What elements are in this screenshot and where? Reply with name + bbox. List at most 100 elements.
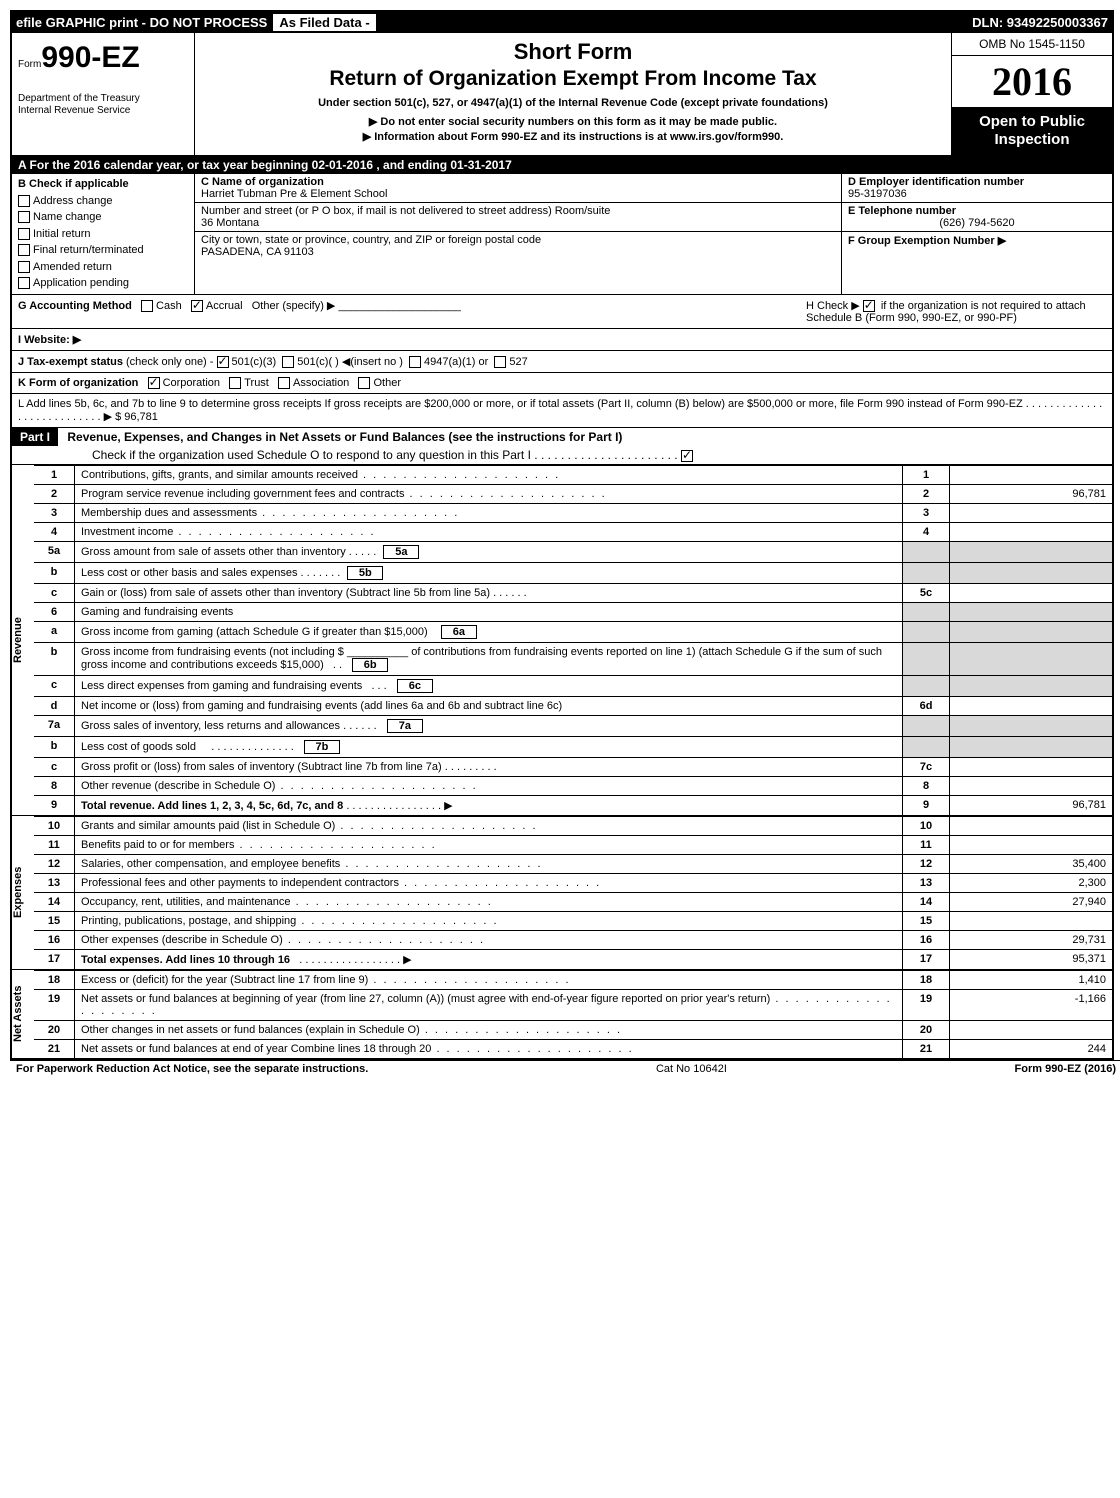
line-6a-desc: Gross income from gaming (attach Schedul… — [81, 626, 428, 638]
line-8-desc: Other revenue (describe in Schedule O) — [81, 780, 275, 792]
chk-corporation[interactable] — [148, 377, 160, 389]
box-21: 21 — [903, 1039, 950, 1058]
j-label: J Tax-exempt status — [18, 356, 123, 368]
amt-7a-shade — [950, 715, 1113, 736]
chk-501c3[interactable] — [217, 356, 229, 368]
box-2: 2 — [903, 484, 950, 503]
section-j: J Tax-exempt status (check only one) - 5… — [12, 350, 1112, 372]
chk-schedule-o[interactable] — [681, 450, 693, 462]
box-1: 1 — [903, 465, 950, 484]
midbox-7a: 7a — [387, 719, 423, 733]
form-container: efile GRAPHIC print - DO NOT PROCESS As … — [10, 10, 1114, 1060]
amt-6b-shade — [950, 642, 1113, 675]
line-19-desc: Net assets or fund balances at beginning… — [81, 993, 770, 1005]
midbox-5b: 5b — [347, 566, 383, 580]
amt-4 — [950, 522, 1113, 541]
box-19: 19 — [903, 989, 950, 1020]
note-1: ▶ Do not enter social security numbers o… — [205, 115, 941, 128]
amt-9: 96,781 — [950, 795, 1113, 815]
box-20: 20 — [903, 1020, 950, 1039]
box-9: 9 — [903, 795, 950, 815]
revenue-sidelabel: Revenue — [12, 465, 34, 815]
section-g: G Accounting Method Cash Accrual Other (… — [18, 299, 806, 324]
box-17: 17 — [903, 949, 950, 969]
chk-other-org[interactable] — [358, 377, 370, 389]
g-accrual: Accrual — [206, 300, 243, 312]
amt-20 — [950, 1020, 1113, 1039]
org-street-block: Number and street (or P O box, if mail i… — [195, 203, 841, 232]
chk-trust[interactable] — [229, 377, 241, 389]
chk-4947[interactable] — [409, 356, 421, 368]
amt-19: -1,166 — [950, 989, 1113, 1020]
line-12-desc: Salaries, other compensation, and employ… — [81, 858, 340, 870]
chk-501c[interactable] — [282, 356, 294, 368]
line-2-desc: Program service revenue including govern… — [81, 488, 404, 500]
amt-14: 27,940 — [950, 892, 1113, 911]
section-b: B Check if applicable Address change Nam… — [12, 174, 195, 294]
line-7a-desc: Gross sales of inventory, less returns a… — [81, 720, 340, 732]
line-11-desc: Benefits paid to or for members — [81, 839, 234, 851]
chk-cash[interactable] — [141, 300, 153, 312]
section-c: C Name of organization Harriet Tubman Pr… — [195, 174, 841, 294]
chk-name-change[interactable]: Name change — [18, 209, 188, 226]
line-7c-desc: Gross profit or (loss) from sales of inv… — [81, 761, 442, 773]
under-section: Under section 501(c), 527, or 4947(a)(1)… — [205, 97, 941, 109]
chk-h[interactable] — [863, 300, 875, 312]
as-filed-label: As Filed Data - — [273, 14, 375, 31]
chk-final-return[interactable]: Final return/terminated — [18, 242, 188, 259]
j-opt1: 501(c)(3) — [232, 356, 277, 368]
revenue-section: Revenue 1 Contributions, gifts, grants, a… — [12, 464, 1112, 815]
section-l: L Add lines 5b, 6c, and 7b to line 9 to … — [12, 393, 1112, 427]
amt-13: 2,300 — [950, 873, 1113, 892]
section-h: H Check ▶ if the organization is not req… — [806, 299, 1106, 324]
l-amount: ▶ $ 96,781 — [104, 411, 158, 423]
part1-badge: Part I — [12, 428, 58, 446]
k-other: Other — [373, 377, 401, 389]
tel-label: E Telephone number — [848, 205, 956, 217]
amt-7c — [950, 757, 1113, 776]
box-16: 16 — [903, 930, 950, 949]
chk-application-pending[interactable]: Application pending — [18, 275, 188, 292]
box-8: 8 — [903, 776, 950, 795]
c-name-label: C Name of organization — [201, 176, 324, 188]
box-6c-shade — [903, 675, 950, 696]
part1-header: Part I Revenue, Expenses, and Changes in… — [12, 427, 1112, 464]
line-1-desc: Contributions, gifts, grants, and simila… — [81, 469, 358, 481]
chk-accrual[interactable] — [191, 300, 203, 312]
header: Form990-EZ Department of the Treasury In… — [12, 33, 1112, 156]
expenses-sidelabel: Expenses — [12, 816, 34, 969]
chk-address-change[interactable]: Address change — [18, 193, 188, 210]
inspection-2: Inspection — [956, 131, 1108, 149]
amt-18: 1,410 — [950, 970, 1113, 989]
line-5a-desc: Gross amount from sale of assets other t… — [81, 546, 346, 558]
header-right: OMB No 1545-1150 2016 Open to Public Ins… — [951, 33, 1112, 155]
amt-17: 95,371 — [950, 949, 1113, 969]
chk-amended-return[interactable]: Amended return — [18, 259, 188, 276]
part1-subtitle: Check if the organization used Schedule … — [12, 446, 1112, 464]
inspection-1: Open to Public — [956, 113, 1108, 131]
city-value: PASADENA, CA 91103 — [201, 246, 835, 258]
box-6-shade — [903, 602, 950, 621]
chk-association[interactable] — [278, 377, 290, 389]
street-label: Number and street (or P O box, if mail i… — [201, 205, 835, 217]
dept-line-2: Internal Revenue Service — [18, 105, 188, 117]
line-6-desc: Gaming and fundraising events — [81, 606, 233, 618]
chk-527[interactable] — [494, 356, 506, 368]
part1-sub-text: Check if the organization used Schedule … — [92, 448, 531, 462]
line-6c-desc: Less direct expenses from gaming and fun… — [81, 680, 362, 692]
j-opt4: 527 — [509, 356, 527, 368]
chk-initial-return[interactable]: Initial return — [18, 226, 188, 243]
h-text1: H Check ▶ — [806, 300, 860, 312]
amt-5a-shade — [950, 541, 1113, 562]
line-18-desc: Excess or (deficit) for the year (Subtra… — [81, 974, 368, 986]
line-4-desc: Investment income — [81, 526, 173, 538]
amt-3 — [950, 503, 1113, 522]
k-association: Association — [293, 377, 349, 389]
footer-mid: Cat No 10642I — [656, 1063, 727, 1075]
midbox-7b: 7b — [304, 740, 340, 754]
section-i: I Website: ▶ — [12, 328, 1112, 350]
amt-5c — [950, 583, 1113, 602]
org-city-block: City or town, state or province, country… — [195, 232, 841, 260]
footer: For Paperwork Reduction Act Notice, see … — [10, 1060, 1120, 1077]
line-5c-desc: Gain or (loss) from sale of assets other… — [81, 587, 490, 599]
